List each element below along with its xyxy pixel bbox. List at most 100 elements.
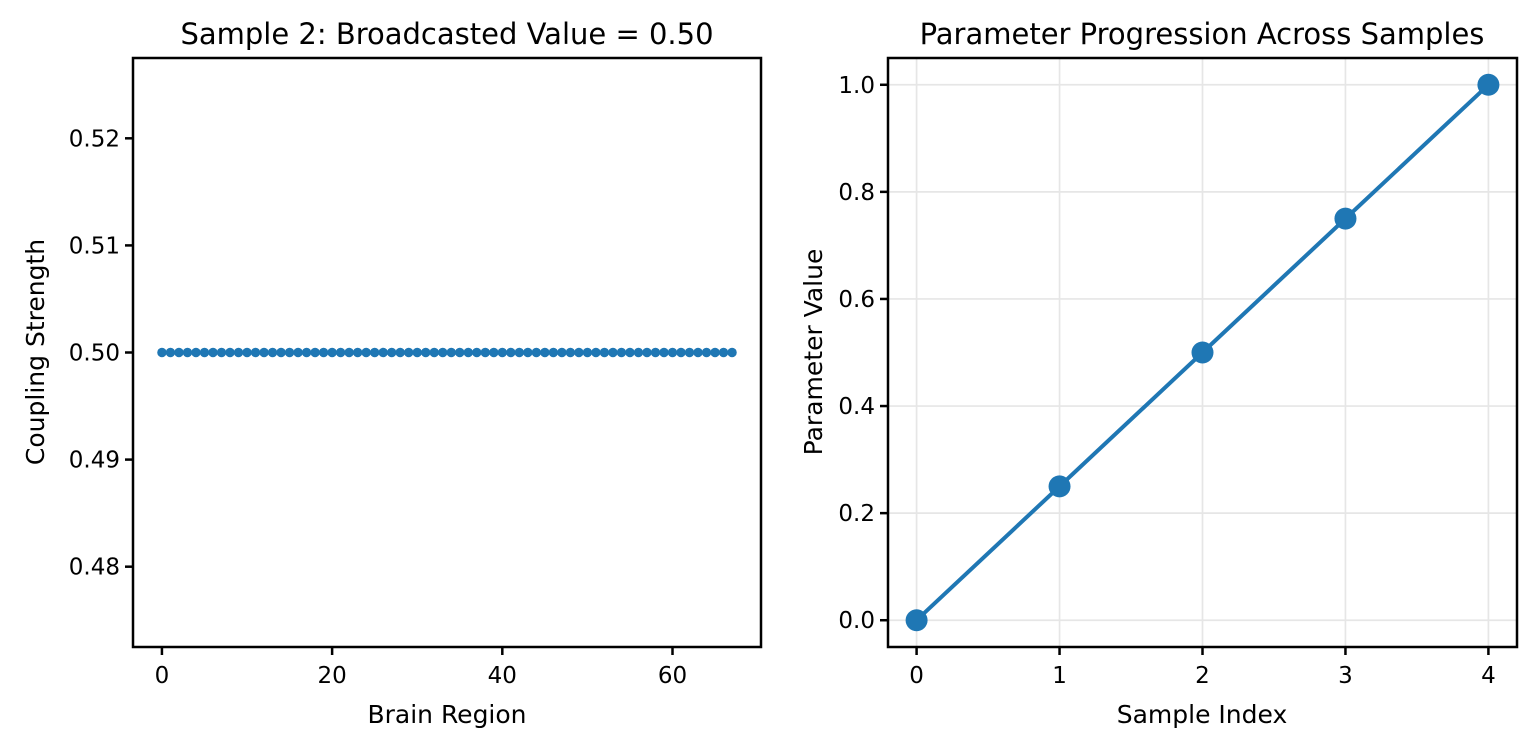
x-tick-label: 60: [658, 663, 687, 689]
scatter-point: [710, 347, 720, 358]
scatter-point: [208, 347, 218, 358]
scatter-point: [182, 347, 193, 358]
scatter-point: [327, 347, 337, 358]
scatter-point: [216, 347, 227, 358]
scatter-point: [395, 347, 405, 358]
scatter-point: [455, 347, 465, 358]
x-tick-label: 2: [1195, 663, 1210, 689]
scatter-point: [531, 347, 542, 358]
scatter-point: [548, 347, 559, 358]
y-tick-label: 0.2: [838, 501, 875, 527]
subplot1-axes: 0 20 40 60 0.48 0.49 0.50 0.51 0.52: [69, 56, 763, 689]
scatter-point: [446, 347, 456, 358]
subplot2-ylabel: Parameter Value: [799, 249, 828, 456]
scatter-point: [574, 347, 584, 358]
x-tick-label: 1: [1052, 663, 1067, 689]
line-marker: [1048, 475, 1071, 498]
y-tick-label: 0.0: [838, 608, 875, 634]
scatter-point: [386, 347, 397, 358]
line-marker: [1477, 73, 1500, 96]
subplot2-axes: 0 1 2 3 4 0.0 0.2 0.4 0.6 0.8 1.0: [838, 56, 1519, 689]
scatter-point: [310, 347, 320, 358]
subplot1-ylabel: Coupling Strength: [21, 239, 50, 465]
x-tick-label: 4: [1481, 663, 1496, 689]
scatter-point: [480, 347, 490, 358]
scatter-point: [242, 347, 252, 358]
scatter-point: [540, 347, 550, 358]
scatter-point: [557, 347, 567, 358]
y-tick-label: 0.8: [838, 180, 875, 206]
scatter-point: [565, 347, 576, 358]
scatter-point: [718, 347, 729, 358]
scatter-point: [693, 347, 703, 358]
axes-spines: [131, 56, 763, 649]
scatter-point: [591, 347, 601, 358]
subplot1-title: Sample 2: Broadcasted Value = 0.50: [180, 17, 713, 51]
x-tick-label: 20: [317, 663, 346, 689]
axes-spines: [886, 56, 1519, 649]
scatter-point: [472, 347, 482, 358]
y-tick-label: 0.4: [838, 394, 875, 420]
scatter-point: [659, 347, 669, 358]
y-tick-label: 0.6: [838, 287, 875, 313]
scatter-point: [463, 347, 473, 358]
scatter-point: [199, 347, 210, 358]
y-tick-label: 0.52: [69, 126, 120, 152]
scatter-point: [267, 347, 278, 358]
scatter-point: [642, 347, 652, 358]
scatter-point: [301, 347, 312, 358]
scatter-point: [701, 347, 712, 358]
subplot1-xlabel: Brain Region: [367, 700, 526, 729]
scatter-point: [633, 347, 644, 358]
subplot2-title: Parameter Progression Across Samples: [920, 17, 1485, 51]
y-tick-label: 1.0: [838, 73, 875, 99]
y-tick-label: 0.50: [69, 341, 120, 367]
scatter-point: [412, 347, 422, 358]
subplot-parameter-progression: 0 1 2 3 4 0.0 0.2 0.4 0.6 0.8 1.0 Parameter Progre…: [799, 17, 1519, 729]
scatter-point: [191, 347, 201, 358]
scatter-point: [233, 347, 244, 358]
scatter-point: [276, 347, 286, 358]
scatter-point: [684, 347, 695, 358]
scatter-point: [667, 347, 678, 358]
line-marker: [1334, 207, 1357, 230]
scatter-point: [157, 347, 167, 358]
scatter-point: [506, 347, 516, 358]
scatter-point: [335, 347, 346, 358]
x-tick-label: 3: [1338, 663, 1353, 689]
scatter-point: [284, 347, 295, 358]
x-tick-label: 0: [155, 663, 170, 689]
scatter-point: [165, 347, 176, 358]
subplot2-xlabel: Sample Index: [1117, 700, 1288, 729]
scatter-point: [429, 347, 439, 358]
scatter-point: [616, 347, 627, 358]
scatter-point: [361, 347, 371, 358]
scatter-point: [514, 347, 525, 358]
scatter-point: [727, 347, 737, 358]
y-tick-label: 0.48: [69, 555, 120, 581]
line-marker: [905, 609, 928, 632]
scatter-point: [523, 347, 533, 358]
scatter-point: [404, 347, 414, 358]
y-tick-label: 0.49: [69, 448, 120, 474]
x-tick-label: 40: [488, 663, 517, 689]
scatter-point: [650, 347, 661, 358]
scatter-point: [497, 347, 508, 358]
scatter-point: [318, 347, 329, 358]
scatter-point: [438, 347, 448, 358]
subplot-broadcast-scatter: 0 20 40 60 0.48 0.49 0.50 0.51 0.52 Sample 2: Br…: [21, 17, 763, 729]
scatter-point: [625, 347, 635, 358]
scatter-point: [582, 347, 593, 358]
scatter-point: [676, 347, 686, 358]
scatter-point: [174, 347, 184, 358]
scatter-point: [259, 347, 269, 358]
line-marker: [1191, 341, 1214, 364]
scatter-point: [344, 347, 354, 358]
scatter-point: [250, 347, 261, 358]
scatter-point: [352, 347, 363, 358]
scatter-point: [421, 347, 431, 358]
x-tick-label: 0: [909, 663, 924, 689]
scatter-point: [369, 347, 380, 358]
